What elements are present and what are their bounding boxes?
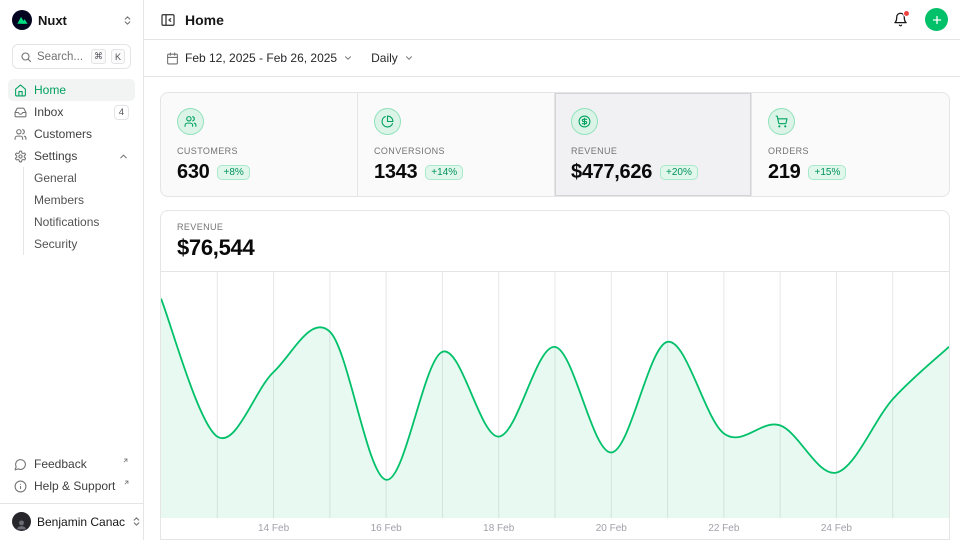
chart-header: REVENUE $76,544: [161, 211, 949, 272]
sidebar: Nuxt Search... ⌘ K Home Inbox 4: [0, 0, 144, 540]
calendar-icon: [166, 52, 179, 65]
x-tick-label: 14 Feb: [257, 523, 290, 534]
x-tick-label: 18 Feb: [483, 523, 515, 534]
stat-value: 1343: [374, 161, 418, 183]
user-name: Benjamin Canac: [37, 514, 126, 529]
chevron-down-icon: [404, 53, 414, 63]
chart-metric-label: REVENUE: [177, 222, 224, 232]
chevron-up-down-icon: [131, 516, 142, 527]
stat-label: ORDERS: [768, 146, 809, 156]
settings-subnav: General Members Notifications Security: [23, 167, 135, 255]
stat-value: $477,626: [571, 161, 653, 183]
cart-icon: [768, 108, 795, 135]
inbox-icon: [14, 106, 27, 119]
stat-label: CUSTOMERS: [177, 146, 238, 156]
stat-delta-badge: +20%: [660, 165, 698, 180]
info-circle-icon: [14, 480, 27, 493]
sidebar-item-notifications[interactable]: Notifications: [34, 215, 100, 229]
workspace-switcher[interactable]: Nuxt: [0, 0, 143, 38]
filter-toolbar: Feb 12, 2025 - Feb 26, 2025 Daily: [144, 40, 960, 77]
chevron-down-icon: [343, 53, 353, 63]
nuxt-logo-icon: [12, 10, 32, 30]
x-tick-label: 20 Feb: [595, 523, 627, 534]
inbox-count-badge: 4: [113, 104, 129, 120]
sidebar-footer-nav: Feedback Help & Support: [0, 453, 143, 503]
date-range-label: Feb 12, 2025 - Feb 26, 2025: [185, 51, 338, 65]
sidebar-item-customers[interactable]: Customers: [8, 123, 135, 145]
brand-name: Nuxt: [38, 12, 67, 28]
users-icon: [14, 128, 27, 141]
sidebar-item-security[interactable]: Security: [34, 237, 78, 251]
page-title: Home: [185, 11, 224, 28]
x-tick-label: 22 Feb: [708, 523, 740, 534]
date-range-picker[interactable]: Feb 12, 2025 - Feb 26, 2025: [160, 47, 360, 69]
message-bubble-icon: [14, 458, 27, 471]
sidebar-item-feedback[interactable]: Feedback: [8, 453, 135, 475]
revenue-line: [161, 298, 949, 481]
external-link-icon: [123, 479, 130, 486]
stat-card-orders[interactable]: ORDERS 219 +15%: [752, 93, 949, 196]
x-tick-label: 24 Feb: [820, 523, 852, 534]
top-header: Home: [144, 0, 960, 40]
kbd-k: K: [111, 49, 125, 64]
sidebar-divider: [0, 503, 143, 504]
external-link-icon: [122, 457, 129, 464]
add-button[interactable]: [925, 8, 948, 31]
period-label: Daily: [371, 51, 398, 65]
sidebar-item-members[interactable]: Members: [34, 193, 85, 207]
stat-delta-badge: +15%: [808, 165, 847, 180]
search-input[interactable]: Search... ⌘ K: [12, 44, 131, 69]
stat-card-customers[interactable]: CUSTOMERS 630 +8%: [161, 93, 358, 196]
stat-label: REVENUE: [571, 146, 618, 156]
sidebar-item-help-support[interactable]: Help & Support: [8, 475, 135, 497]
x-axis-ticks: 14 Feb 16 Feb 18 Feb 20 Feb 22 Feb 24 Feb: [161, 518, 949, 539]
stat-card-revenue[interactable]: REVENUE $477,626 +20%: [555, 93, 752, 196]
sidebar-nav: Home Inbox 4 Customers Settings: [0, 79, 143, 255]
main-area: Home Feb 12, 2025 - Feb 26, 2025 Daily: [144, 0, 960, 540]
stat-value: 630: [177, 161, 210, 183]
chart-pie-icon: [374, 108, 401, 135]
chevron-up-icon: [118, 151, 129, 162]
stat-label: CONVERSIONS: [374, 146, 445, 156]
gear-icon: [14, 150, 27, 163]
period-select[interactable]: Daily: [365, 47, 420, 69]
collapse-sidebar-button[interactable]: [160, 12, 176, 28]
users-icon: [177, 108, 204, 135]
revenue-chart-card: REVENUE $76,544 14 Feb 16 Feb 18 Feb 20 Feb…: [160, 210, 950, 540]
stat-value: 219: [768, 161, 801, 183]
sidebar-item-home[interactable]: Home: [8, 79, 135, 101]
stat-card-conversions[interactable]: CONVERSIONS 1343 +14%: [358, 93, 555, 196]
avatar: [12, 512, 31, 531]
stat-delta-badge: +14%: [425, 165, 464, 180]
chevron-up-down-icon: [122, 15, 133, 26]
x-tick-label: 16 Feb: [370, 523, 402, 534]
chart-metric-value: $76,544: [177, 235, 255, 260]
stats-row: CUSTOMERS 630 +8% CONVERSIONS 1343 +14% …: [160, 92, 950, 197]
sidebar-item-settings[interactable]: Settings: [8, 145, 135, 167]
sidebar-item-general[interactable]: General: [34, 171, 77, 185]
revenue-area-chart[interactable]: [161, 272, 949, 518]
kbd-cmd: ⌘: [91, 49, 106, 64]
area-fill: [161, 298, 949, 518]
notifications-button[interactable]: [893, 10, 910, 27]
circle-dollar-icon: [571, 108, 598, 135]
home-icon: [14, 84, 27, 97]
sidebar-item-inbox[interactable]: Inbox 4: [8, 101, 135, 123]
user-menu[interactable]: Benjamin Canac: [0, 504, 143, 540]
stat-delta-badge: +8%: [217, 165, 250, 180]
search-icon: [20, 51, 32, 63]
search-placeholder: Search...: [37, 50, 84, 63]
notification-dot: [903, 10, 910, 17]
